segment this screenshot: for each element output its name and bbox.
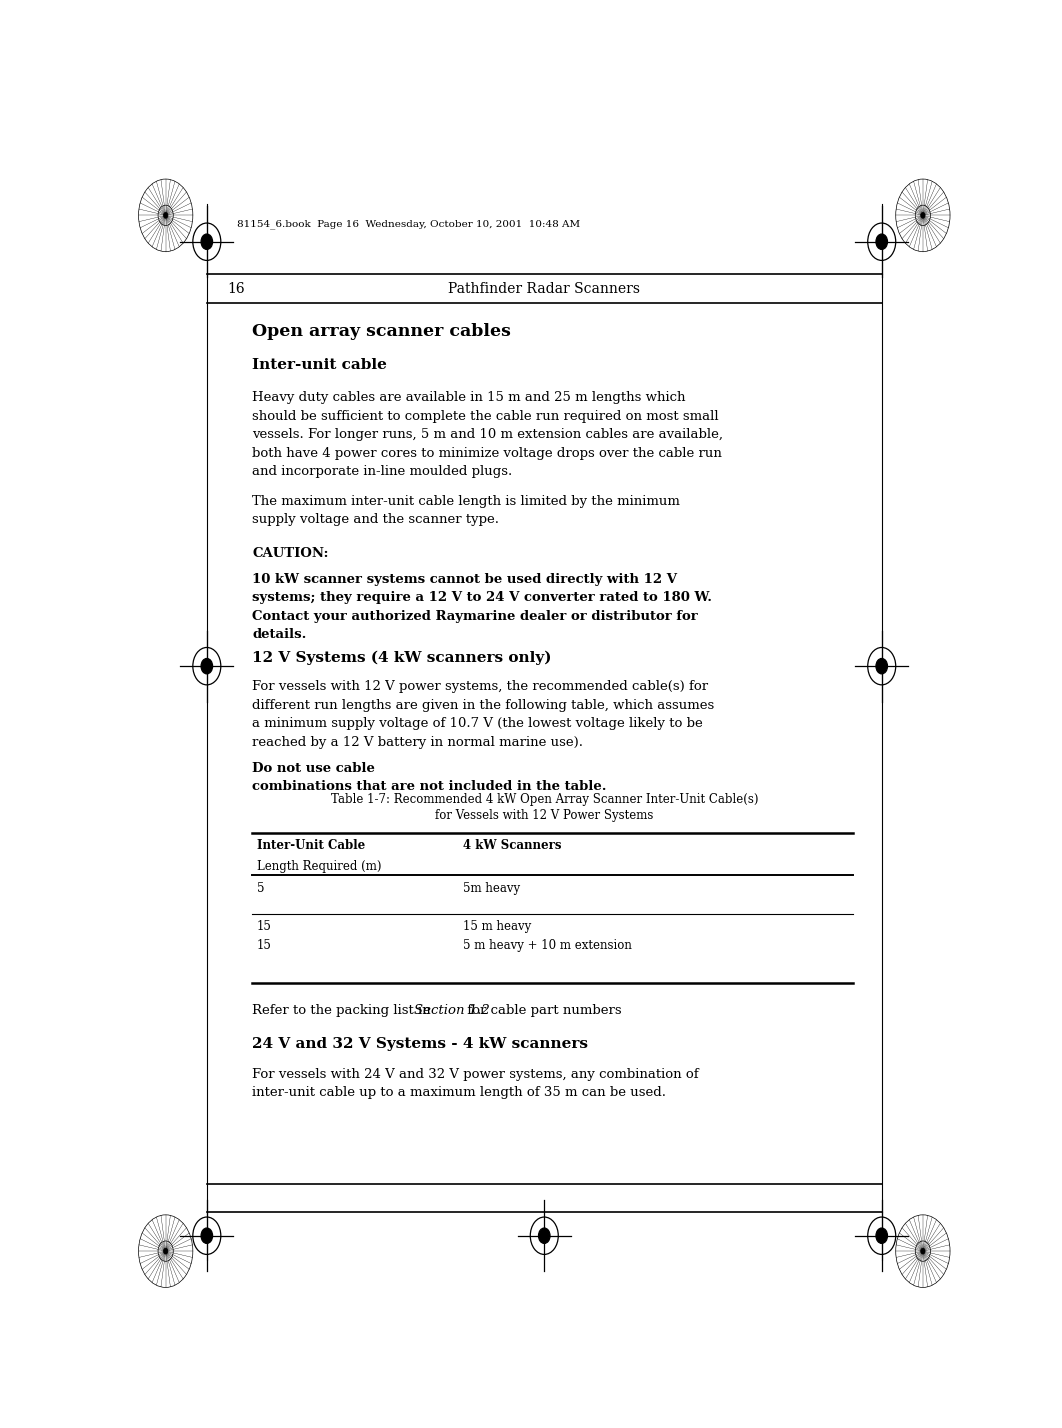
Text: For vessels with 12 V power systems, the recommended cable(s) for
different run : For vessels with 12 V power systems, the…: [252, 681, 715, 748]
Text: For vessels with 24 V and 32 V power systems, any combination of
inter-unit cabl: For vessels with 24 V and 32 V power sys…: [252, 1068, 699, 1100]
Circle shape: [201, 234, 212, 250]
Text: 24 V and 32 V Systems - 4 kW scanners: 24 V and 32 V Systems - 4 kW scanners: [252, 1037, 588, 1051]
Text: CAUTION:: CAUTION:: [252, 547, 328, 560]
Text: 16: 16: [227, 281, 245, 296]
Text: Inter-unit cable: Inter-unit cable: [252, 358, 387, 373]
Text: The maximum inter-unit cable length is limited by the minimum
supply voltage and: The maximum inter-unit cable length is l…: [252, 494, 680, 526]
Text: 5: 5: [257, 881, 264, 895]
Text: 5m heavy: 5m heavy: [463, 881, 520, 895]
Text: for Vessels with 12 V Power Systems: for Vessels with 12 V Power Systems: [435, 810, 653, 823]
Text: 4 kW Scanners: 4 kW Scanners: [463, 838, 562, 851]
Text: 15 m heavy
5 m heavy + 10 m extension: 15 m heavy 5 m heavy + 10 m extension: [463, 920, 632, 951]
Text: 10 kW scanner systems cannot be used directly with 12 V
systems; they require a : 10 kW scanner systems cannot be used dir…: [252, 573, 713, 641]
Circle shape: [538, 1228, 550, 1244]
Text: Table 1-7: Recommended 4 kW Open Array Scanner Inter-Unit Cable(s): Table 1-7: Recommended 4 kW Open Array S…: [330, 793, 758, 805]
Circle shape: [876, 1228, 888, 1244]
Circle shape: [164, 213, 168, 218]
Text: Do not use cable
combinations that are not included in the table.: Do not use cable combinations that are n…: [252, 761, 606, 794]
Text: Refer to the packing list in: Refer to the packing list in: [252, 1004, 435, 1017]
Text: Length Required (m): Length Required (m): [257, 860, 381, 873]
Text: 15
15: 15 15: [257, 920, 272, 951]
Text: 12 V Systems (4 kW scanners only): 12 V Systems (4 kW scanners only): [252, 651, 551, 665]
Text: Inter-Unit Cable: Inter-Unit Cable: [257, 838, 365, 851]
Text: Heavy duty cables are available in 15 m and 25 m lengths which
should be suffici: Heavy duty cables are available in 15 m …: [252, 391, 723, 478]
Text: Open array scanner cables: Open array scanner cables: [252, 323, 511, 340]
Circle shape: [164, 1248, 168, 1254]
Circle shape: [876, 234, 888, 250]
Text: 81154_6.book  Page 16  Wednesday, October 10, 2001  10:48 AM: 81154_6.book Page 16 Wednesday, October …: [237, 220, 581, 228]
Text: Section 1.2: Section 1.2: [414, 1004, 490, 1017]
Circle shape: [201, 1228, 212, 1244]
Text: Pathfinder Radar Scanners: Pathfinder Radar Scanners: [448, 281, 640, 296]
Circle shape: [201, 658, 212, 674]
Circle shape: [876, 658, 888, 674]
Circle shape: [921, 1248, 925, 1254]
Circle shape: [921, 213, 925, 218]
Text: for cable part numbers: for cable part numbers: [463, 1004, 621, 1017]
